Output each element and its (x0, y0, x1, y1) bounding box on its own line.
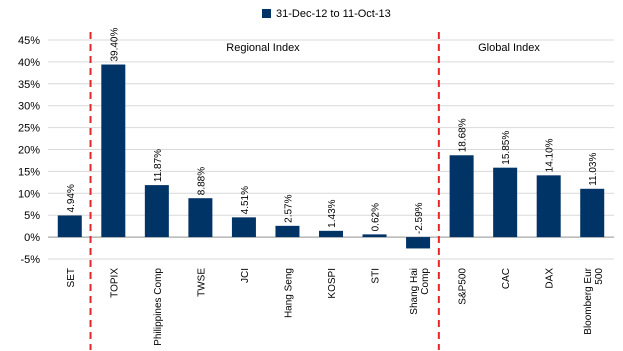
bar (101, 64, 126, 238)
x-tick-label: STI (371, 268, 382, 284)
gridlines (48, 39, 614, 260)
x-tick-label: Comp (420, 268, 431, 295)
bar (144, 185, 169, 238)
y-tick-label: 45% (18, 35, 40, 47)
x-tick-label: Shang Hai (409, 268, 420, 315)
regional-index-label: Regional Index (226, 42, 300, 54)
global-index-label: Global Index (478, 42, 540, 54)
x-axis-labels: SET TOPIX Philippines Comp TWSE JCI Hang Seng… (66, 267, 605, 345)
data-label: 39.40% (109, 28, 120, 62)
x-tick-label: Philippines Comp (153, 268, 164, 346)
data-label: 8.88% (196, 167, 207, 195)
data-label: 11.03% (588, 153, 599, 186)
bar (536, 175, 561, 238)
legend-label: 31-Dec-12 to 11-Oct-13 (276, 8, 391, 20)
data-label: 11.87% (153, 149, 164, 182)
x-tick-label: TOPIX (109, 268, 120, 298)
bar (188, 198, 213, 238)
legend-swatch (262, 9, 271, 18)
y-tick-label: 35% (18, 79, 40, 91)
x-tick-label: DAX (545, 268, 556, 289)
y-tick-label: 25% (18, 123, 40, 135)
data-label: 4.51% (240, 186, 251, 214)
y-tick-label: 30% (18, 101, 40, 113)
data-label: 0.62% (371, 203, 382, 231)
data-label: -2.59% (414, 202, 425, 234)
x-tick-label: Hang Seng (283, 268, 294, 318)
data-label: 15.85% (501, 131, 512, 165)
x-tick-label: KOSPI (327, 268, 338, 299)
bar (449, 155, 474, 238)
x-tick-label: Bloomberg Eur (583, 267, 594, 334)
legend: 31-Dec-12 to 11-Oct-13 (262, 8, 391, 20)
y-tick-label: -5% (20, 254, 40, 266)
bar (493, 167, 518, 238)
y-tick-label: 40% (18, 57, 40, 69)
x-tick-label: CAC (501, 268, 512, 289)
data-label: 18.68% (458, 118, 469, 152)
y-tick-label: 10% (18, 188, 40, 200)
section-dividers (89, 32, 440, 350)
bars (57, 64, 605, 249)
data-label: 4.94% (66, 184, 77, 212)
y-tick-label: 15% (18, 166, 40, 178)
y-tick-label: 0% (24, 232, 40, 244)
y-axis: -5% 0% 5% 10% 15% 20% 25% 30% 35% 40% 45% (18, 35, 40, 266)
bar (231, 217, 256, 238)
data-label: 2.57% (283, 194, 294, 222)
y-tick-label: 5% (24, 210, 40, 222)
bar (319, 230, 343, 238)
y-tick-label: 20% (18, 145, 40, 157)
bar (275, 225, 300, 238)
x-tick-label: JCI (240, 268, 251, 283)
x-tick-label: 500 (594, 268, 605, 285)
bar (362, 234, 387, 238)
x-tick-label: S&P500 (458, 268, 469, 305)
bar (406, 237, 431, 249)
bar (580, 188, 605, 238)
x-tick-label: SET (66, 268, 77, 287)
bar (57, 215, 82, 238)
data-label: 1.43% (327, 199, 338, 227)
x-tick-label: TWSE (196, 268, 207, 297)
data-labels: 4.94% 39.40% 11.87% 8.88% 4.51% 2.57% 1.43% 0.6… (66, 28, 599, 235)
data-label: 14.10% (545, 138, 556, 172)
